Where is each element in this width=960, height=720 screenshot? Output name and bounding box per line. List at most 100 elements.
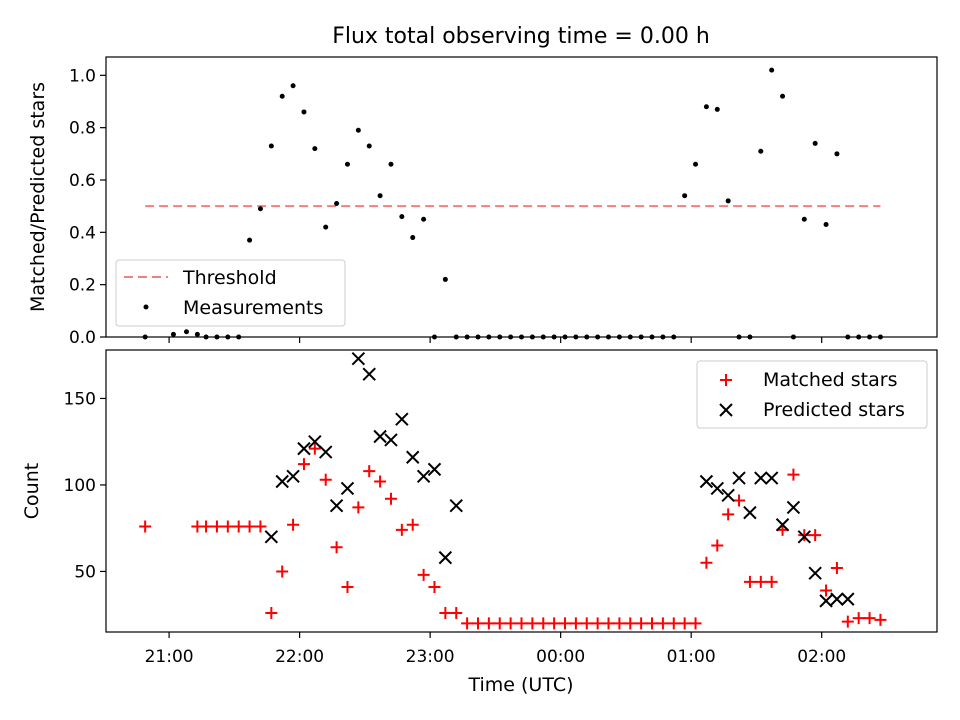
measurement-point <box>279 93 285 99</box>
measurement-point <box>388 161 394 167</box>
measurement-point <box>366 143 372 149</box>
bottom-y-ticks: 50 100 150 <box>64 389 106 582</box>
matched-star-marker <box>820 584 833 597</box>
measurement-point <box>431 334 437 340</box>
measurements-legend-swatch <box>143 304 149 310</box>
measurement-point <box>170 331 176 337</box>
measurement-point <box>780 93 786 99</box>
top-y-tick-label: 0.0 <box>69 328 96 348</box>
measurement-point <box>834 151 840 157</box>
predicted-star-marker <box>416 469 431 484</box>
predicted-star-marker <box>329 498 344 513</box>
matched-star-marker <box>591 617 604 630</box>
measurement-point <box>747 334 753 340</box>
bottom-x-tick-label: 22:00 <box>275 647 324 667</box>
top-y-tick-label: 0.2 <box>69 276 96 296</box>
matched-star-marker <box>363 465 376 478</box>
measurement-point <box>736 334 742 340</box>
bottom-x-tick-label: 02:00 <box>797 647 846 667</box>
matched-star-marker <box>232 520 245 533</box>
measurement-point <box>464 334 470 340</box>
measurement-point <box>790 334 796 340</box>
matched-star-marker <box>743 575 756 588</box>
measurement-point <box>714 106 720 112</box>
matched-star-marker <box>733 494 746 507</box>
measurement-point <box>519 334 524 340</box>
predicted-legend-label: Predicted stars <box>763 399 905 421</box>
predicted-star-marker <box>732 471 746 485</box>
bottom-plot-frame <box>105 349 938 633</box>
matched-star-marker <box>200 520 213 533</box>
matched-star-marker <box>700 556 713 569</box>
matched-star-marker <box>265 606 278 619</box>
predicted-star-marker <box>319 445 333 459</box>
bottom-legend-box <box>696 360 928 429</box>
measurement-point <box>344 161 350 167</box>
predicted-star-marker <box>362 367 376 381</box>
measurement-point <box>606 334 612 340</box>
measurement-point <box>214 334 220 340</box>
matched-star-marker <box>243 520 256 533</box>
top-y-tick-label: 0.6 <box>69 171 96 191</box>
measurement-point <box>312 146 318 152</box>
predicted-legend-swatch <box>719 403 733 417</box>
threshold-legend-label: Threshold <box>182 267 277 289</box>
bottom-y-axis-label: Count <box>21 463 43 519</box>
measurement-point <box>649 334 655 340</box>
measurement-point <box>203 334 209 340</box>
measurement-point <box>540 334 546 340</box>
matched-star-marker <box>482 617 495 630</box>
measurement-point <box>584 334 590 340</box>
measurement-point <box>671 334 677 340</box>
measurement-point <box>377 193 383 199</box>
measurement-point <box>638 334 644 340</box>
matched-star-marker <box>471 617 484 630</box>
matched-star-marker <box>341 581 354 594</box>
matched-star-marker <box>809 529 822 542</box>
measurement-point <box>410 235 416 241</box>
measurement-point <box>323 224 329 230</box>
bottom-x-tick-label: 01:00 <box>667 647 716 667</box>
matched-star-marker <box>493 617 506 630</box>
matched-star-marker <box>374 475 387 488</box>
predicted-star-marker <box>721 488 735 503</box>
measurement-point <box>856 334 862 340</box>
matched-star-marker <box>384 492 397 505</box>
top-y-axis-label: Matched/Predicted stars <box>27 82 49 312</box>
matched-star-marker <box>461 617 474 630</box>
matched-star-marker <box>515 617 528 630</box>
measurement-point <box>497 334 503 340</box>
matched-star-marker <box>297 458 310 471</box>
measurement-point <box>257 206 263 212</box>
matched-star-marker <box>548 617 561 630</box>
predicted-star-markers <box>264 351 855 608</box>
measurement-point <box>421 216 427 222</box>
matched-star-marker <box>319 473 332 486</box>
measurement-point <box>475 334 481 340</box>
predicted-star-marker <box>264 530 279 544</box>
predicted-star-marker <box>406 450 420 464</box>
predicted-star-marker <box>710 481 724 496</box>
bottom-y-tick-label: 50 <box>74 562 96 582</box>
measurement-point <box>529 334 535 340</box>
top-y-tick-label: 0.8 <box>69 119 96 139</box>
matched-star-marker <box>504 617 517 630</box>
bottom-x-ticks: 21:00 22:00 23:00 00:00 01:00 02:00 <box>145 632 846 667</box>
measurement-point <box>268 143 274 149</box>
measurement-point <box>693 161 699 167</box>
matched-star-marker <box>711 539 724 552</box>
predicted-star-marker <box>819 594 833 608</box>
bottom-legend: Matched stars Predicted stars <box>696 360 928 429</box>
matched-star-marker <box>678 617 691 630</box>
top-y-tick-label: 1.0 <box>69 66 96 86</box>
predicted-star-marker <box>775 518 790 532</box>
matched-star-marker <box>841 615 854 628</box>
measurement-point <box>660 334 666 340</box>
top-x-ticks <box>168 337 823 343</box>
predicted-star-marker <box>308 434 322 449</box>
bottom-y-tick-label: 150 <box>64 389 96 409</box>
predicted-star-marker <box>351 351 366 366</box>
measurement-point <box>551 334 557 340</box>
measurement-point <box>486 334 492 340</box>
